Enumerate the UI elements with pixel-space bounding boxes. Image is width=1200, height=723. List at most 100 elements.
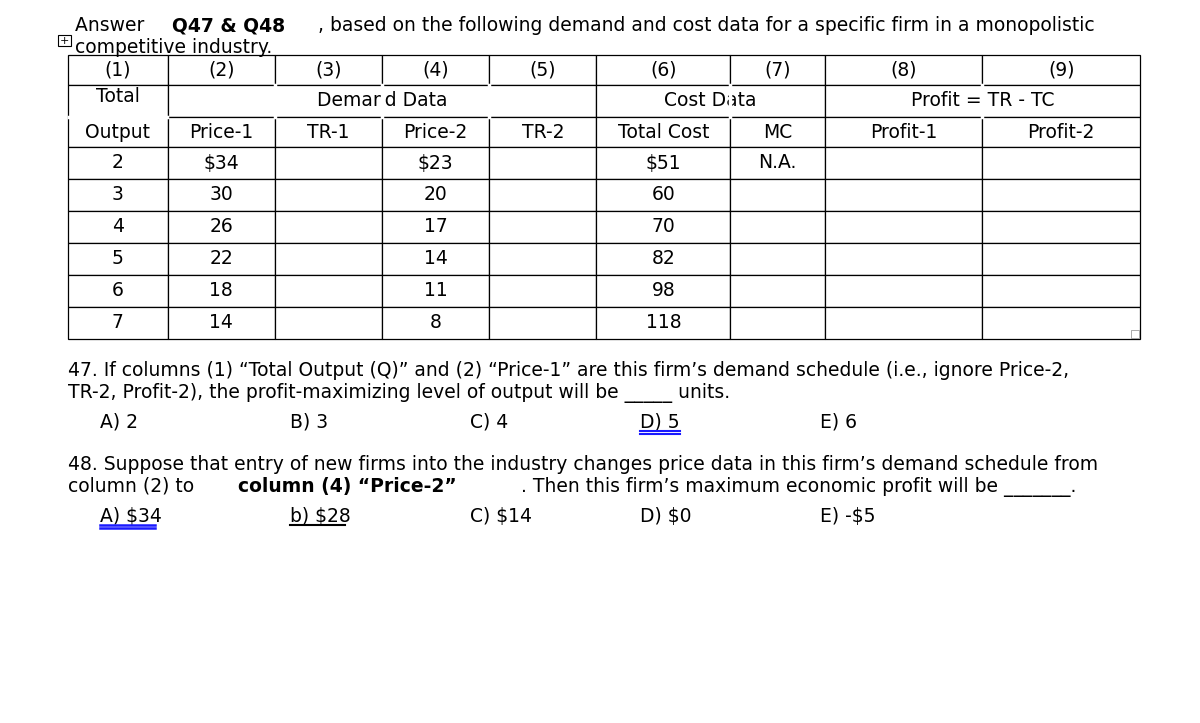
Text: 5: 5 (112, 249, 124, 268)
Bar (68, 243, 168, 275)
Text: 3: 3 (112, 186, 124, 205)
Text: (5): (5) (529, 61, 556, 80)
Text: (9): (9) (1048, 61, 1074, 80)
Text: Cost Data: Cost Data (665, 92, 757, 111)
Bar (824, 179, 983, 211)
Bar (382, 211, 490, 243)
Text: Total Cost: Total Cost (618, 122, 709, 142)
Text: 4: 4 (112, 218, 124, 236)
Text: 17: 17 (424, 218, 448, 236)
Bar (983, 85, 1140, 117)
Bar (824, 147, 983, 179)
Bar (275, 117, 382, 147)
Bar (596, 117, 731, 147)
Bar (382, 55, 490, 85)
Bar (68, 55, 168, 85)
Bar (58, 35, 71, 46)
Text: 20: 20 (424, 186, 448, 205)
Bar (275, 307, 382, 339)
Text: E) -$5: E) -$5 (820, 507, 876, 526)
Bar (382, 307, 490, 339)
Text: (8): (8) (890, 61, 917, 80)
Text: 22: 22 (210, 249, 233, 268)
Bar (596, 55, 731, 85)
Bar (824, 275, 983, 307)
Bar (490, 55, 596, 85)
Bar (731, 211, 824, 243)
Text: b) $28: b) $28 (290, 507, 350, 526)
Text: Q47 & Q48: Q47 & Q48 (173, 16, 286, 35)
Bar (731, 85, 824, 117)
Text: 11: 11 (424, 281, 448, 301)
Text: 14: 14 (424, 249, 448, 268)
Text: A) 2: A) 2 (100, 413, 138, 432)
Bar (275, 275, 382, 307)
Text: . Then this firm’s maximum economic profit will be _______.: . Then this firm’s maximum economic prof… (521, 477, 1076, 497)
Bar (596, 307, 731, 339)
Bar (824, 85, 983, 117)
Bar (68, 117, 168, 147)
Text: , based on the following demand and cost data for a specific firm in a monopolis: , based on the following demand and cost… (318, 16, 1094, 35)
Bar (983, 147, 1140, 179)
Bar (983, 243, 1140, 275)
Bar (596, 211, 731, 243)
Bar (731, 275, 824, 307)
Bar (731, 243, 824, 275)
Text: D) $0: D) $0 (640, 507, 691, 526)
Text: competitive industry.: competitive industry. (74, 38, 272, 57)
Text: Total: Total (96, 87, 139, 106)
Text: 98: 98 (652, 281, 676, 301)
Bar (382, 179, 490, 211)
Text: Price-2: Price-2 (403, 122, 468, 142)
Bar (168, 85, 275, 117)
Text: (4): (4) (422, 61, 449, 80)
Bar (824, 55, 983, 85)
Bar (731, 307, 824, 339)
Bar (68, 179, 168, 211)
Bar (382, 147, 490, 179)
Bar (596, 85, 731, 117)
Text: 70: 70 (652, 218, 676, 236)
Bar (490, 243, 596, 275)
Text: C) 4: C) 4 (470, 413, 509, 432)
Bar (983, 275, 1140, 307)
Bar (168, 275, 275, 307)
Bar (983, 117, 1140, 147)
Bar (168, 55, 275, 85)
Bar (490, 147, 596, 179)
Bar (168, 307, 275, 339)
Text: 118: 118 (646, 314, 682, 333)
Bar (168, 179, 275, 211)
Text: 8: 8 (430, 314, 442, 333)
Bar (596, 243, 731, 275)
Bar (824, 211, 983, 243)
Bar (731, 147, 824, 179)
Text: E) 6: E) 6 (820, 413, 857, 432)
Bar (68, 307, 168, 339)
Bar (168, 147, 275, 179)
Bar (983, 179, 1140, 211)
Text: C) $14: C) $14 (470, 507, 532, 526)
Bar (824, 117, 983, 147)
Bar (490, 85, 596, 117)
Text: Output: Output (85, 122, 150, 142)
Text: Profit = TR - TC: Profit = TR - TC (911, 92, 1054, 111)
Bar (382, 243, 490, 275)
Text: Profit-1: Profit-1 (870, 122, 937, 142)
Bar (275, 147, 382, 179)
Text: Profit-2: Profit-2 (1027, 122, 1094, 142)
Text: 82: 82 (652, 249, 676, 268)
Bar (731, 117, 824, 147)
Text: MC: MC (763, 122, 792, 142)
Text: 7: 7 (112, 314, 124, 333)
Bar (824, 243, 983, 275)
Text: A) $34: A) $34 (100, 507, 162, 526)
Text: 30: 30 (210, 186, 233, 205)
Bar (168, 211, 275, 243)
Text: (6): (6) (650, 61, 677, 80)
Bar (168, 243, 275, 275)
Text: B) 3: B) 3 (290, 413, 328, 432)
Text: TR-2: TR-2 (522, 122, 564, 142)
Text: Demand Data: Demand Data (317, 92, 448, 111)
Text: TR-1: TR-1 (307, 122, 349, 142)
